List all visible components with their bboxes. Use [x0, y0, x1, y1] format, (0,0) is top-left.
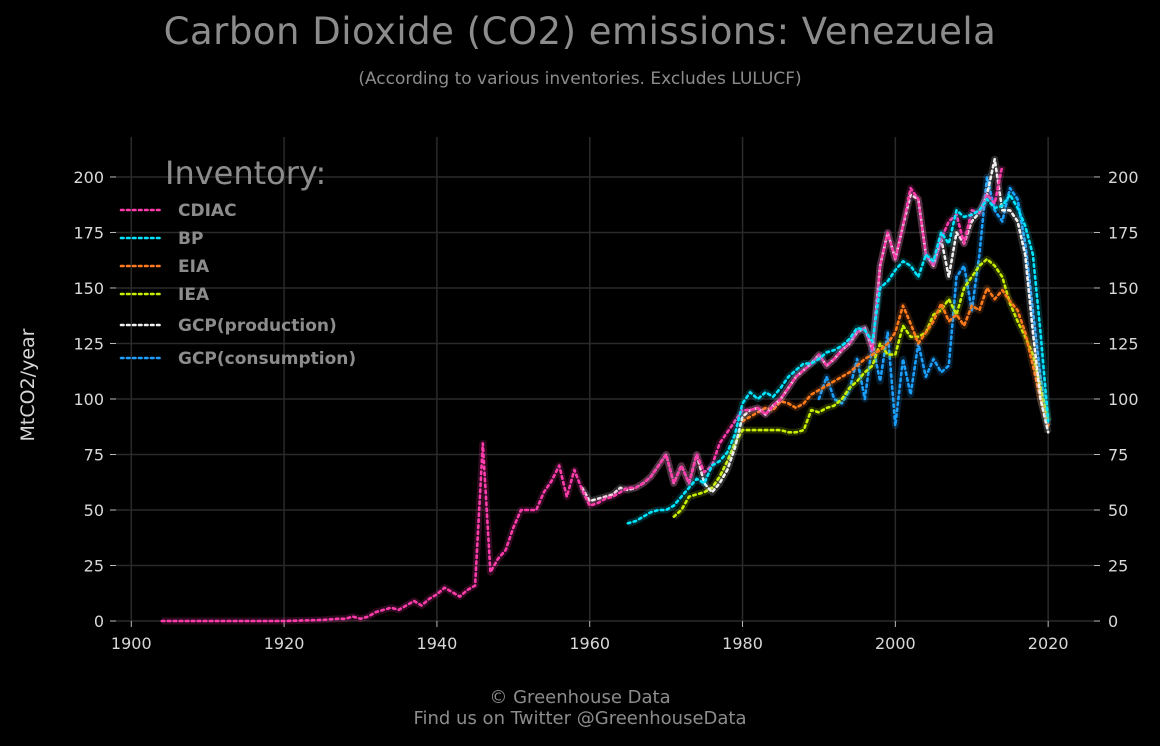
series-line-gcp-production [580, 157, 1050, 503]
legend: Inventory: CDIAC BP EIA IEA GCP(production) GC… [119, 154, 356, 369]
y-tick-label-left: 25 [84, 556, 104, 575]
footer-credit: © Greenhouse Data [489, 687, 671, 708]
y-tick-label-right: 175 [1108, 223, 1139, 242]
y-tick-label-right: 25 [1108, 556, 1128, 575]
y-tick-label-left: 75 [84, 445, 104, 464]
legend-label-eia: EIA [178, 257, 210, 277]
legend-label-cdiac: CDIAC [178, 201, 237, 221]
y-tick-label-left: 125 [73, 334, 104, 353]
y-tick-label-right: 100 [1108, 390, 1139, 409]
x-tick-label: 1960 [569, 634, 610, 653]
y-tick-label-right: 200 [1108, 168, 1139, 187]
chart-subtitle: (According to various inventories. Exclu… [358, 69, 802, 89]
y-tick-label-right: 75 [1108, 445, 1128, 464]
series-line-bp [626, 193, 1050, 525]
y-tick-label-left: 50 [84, 501, 104, 520]
grid-lines [116, 137, 1094, 622]
series-line-gcp-consumption [817, 175, 1050, 427]
x-tick-label: 1940 [417, 634, 458, 653]
x-tick-label: 2000 [875, 634, 916, 653]
axes: 1900 1920 1940 1960 1980 2000 2020 0 0 25 25 50 50 75… [17, 168, 1139, 653]
legend-title: Inventory: [165, 154, 326, 192]
x-tick-label: 1900 [111, 634, 152, 653]
y-tick-label-left: 100 [73, 390, 104, 409]
legend-label-bp: BP [178, 229, 203, 249]
y-tick-label-left: 150 [73, 279, 104, 298]
footer-twitter: Find us on Twitter @GreenhouseData [413, 708, 747, 729]
y-tick-label-left: 200 [73, 168, 104, 187]
series-line-cdiac [160, 164, 1004, 623]
y-tick-label-left: 175 [73, 223, 104, 242]
x-tick-label: 2020 [1028, 634, 1069, 653]
x-tick-label: 1920 [264, 634, 305, 653]
chart-title: Carbon Dioxide (CO2) emissions: Venezuel… [163, 10, 997, 53]
legend-label-gcp-consumption: GCP(consumption) [178, 349, 356, 369]
x-tick-label: 1980 [722, 634, 763, 653]
legend-label-gcp-production: GCP(production) [178, 316, 337, 336]
y-tick-label-right: 125 [1108, 334, 1139, 353]
y-tick-label-right: 50 [1108, 501, 1128, 520]
series-line-eia [741, 286, 1050, 427]
legend-label-iea: IEA [178, 285, 210, 305]
y-tick-label-right: 0 [1108, 612, 1118, 631]
y-tick-label-left: 0 [94, 612, 104, 631]
series-layer [160, 155, 1052, 625]
series-glow-cdiac [161, 165, 1006, 625]
y-axis-label: MtCO2/year [17, 328, 39, 441]
y-tick-label-right: 150 [1108, 279, 1139, 298]
